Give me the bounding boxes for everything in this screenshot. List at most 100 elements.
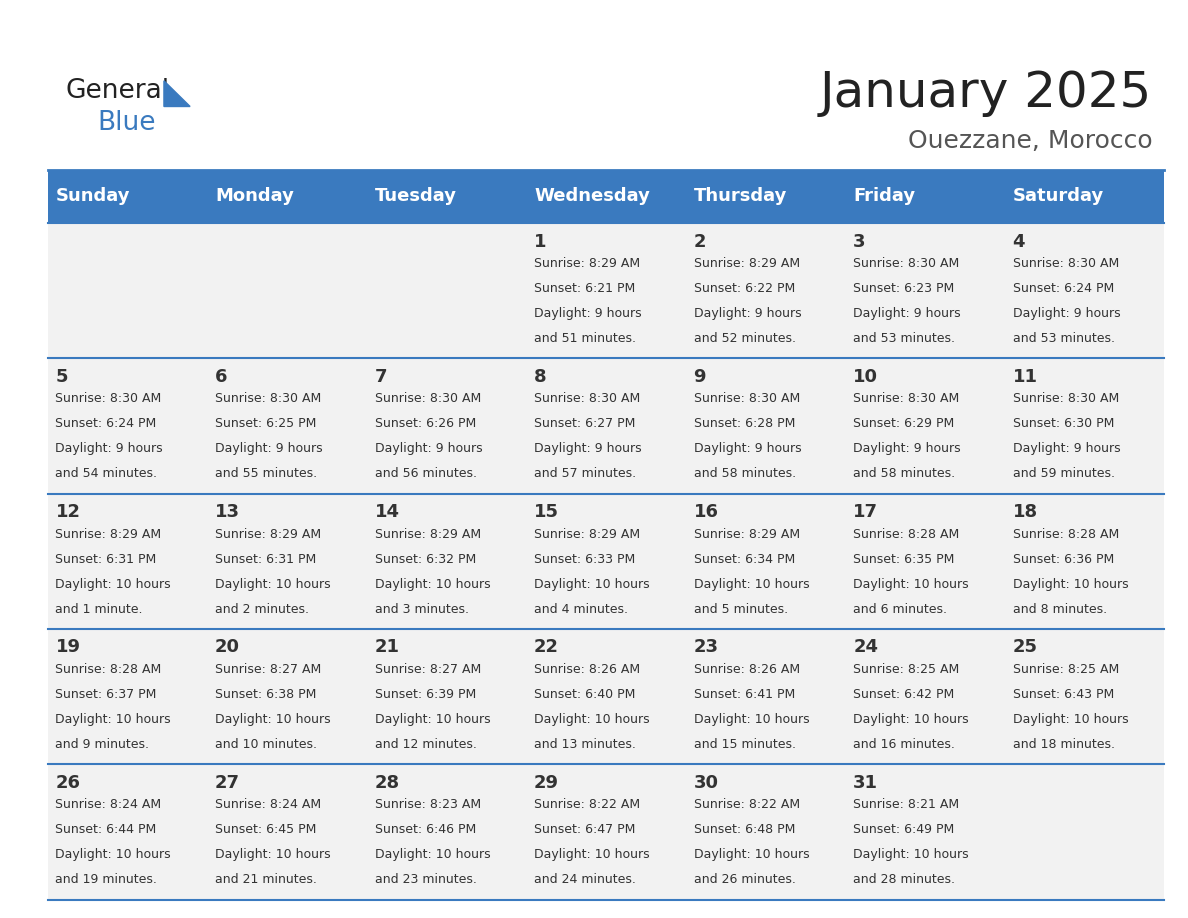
Text: Sunrise: 8:30 AM: Sunrise: 8:30 AM xyxy=(853,392,960,405)
Bar xyxy=(526,358,685,494)
Text: and 56 minutes.: and 56 minutes. xyxy=(374,467,476,480)
Text: Sunset: 6:45 PM: Sunset: 6:45 PM xyxy=(215,823,316,836)
Text: Sunrise: 8:22 AM: Sunrise: 8:22 AM xyxy=(535,798,640,812)
Text: 10: 10 xyxy=(853,368,878,386)
Bar xyxy=(845,494,1005,629)
Text: Daylight: 10 hours: Daylight: 10 hours xyxy=(1012,577,1129,590)
Text: 1: 1 xyxy=(535,232,546,251)
Bar xyxy=(367,765,526,900)
Text: Sunset: 6:34 PM: Sunset: 6:34 PM xyxy=(694,553,795,565)
Bar xyxy=(685,765,845,900)
Text: Monday: Monday xyxy=(215,187,293,206)
Text: Sunrise: 8:29 AM: Sunrise: 8:29 AM xyxy=(374,528,481,541)
Text: Sunrise: 8:29 AM: Sunrise: 8:29 AM xyxy=(56,528,162,541)
Text: Sunset: 6:48 PM: Sunset: 6:48 PM xyxy=(694,823,795,836)
Text: and 51 minutes.: and 51 minutes. xyxy=(535,332,636,345)
Text: Saturday: Saturday xyxy=(1012,187,1104,206)
Text: Sunset: 6:36 PM: Sunset: 6:36 PM xyxy=(1012,553,1114,565)
Text: Sunset: 6:31 PM: Sunset: 6:31 PM xyxy=(215,553,316,565)
Text: Sunset: 6:46 PM: Sunset: 6:46 PM xyxy=(374,823,476,836)
Text: and 23 minutes.: and 23 minutes. xyxy=(374,873,476,886)
Text: Sunset: 6:21 PM: Sunset: 6:21 PM xyxy=(535,282,636,295)
Bar xyxy=(48,170,207,223)
Text: Sunrise: 8:30 AM: Sunrise: 8:30 AM xyxy=(853,257,960,270)
Bar xyxy=(526,223,685,358)
Bar xyxy=(685,629,845,765)
Bar xyxy=(1005,223,1164,358)
Text: and 24 minutes.: and 24 minutes. xyxy=(535,873,636,886)
Text: Sunrise: 8:30 AM: Sunrise: 8:30 AM xyxy=(56,392,162,405)
Text: 28: 28 xyxy=(374,774,399,792)
Text: 19: 19 xyxy=(56,639,81,656)
Text: Sunset: 6:42 PM: Sunset: 6:42 PM xyxy=(853,688,954,700)
Text: Thursday: Thursday xyxy=(694,187,786,206)
Text: and 55 minutes.: and 55 minutes. xyxy=(215,467,317,480)
Bar xyxy=(685,358,845,494)
Bar xyxy=(526,170,685,223)
Text: Sunrise: 8:30 AM: Sunrise: 8:30 AM xyxy=(215,392,321,405)
Text: Sunrise: 8:30 AM: Sunrise: 8:30 AM xyxy=(374,392,481,405)
Text: and 58 minutes.: and 58 minutes. xyxy=(694,467,796,480)
Text: Sunset: 6:26 PM: Sunset: 6:26 PM xyxy=(374,418,476,431)
Text: and 57 minutes.: and 57 minutes. xyxy=(535,467,637,480)
Text: Sunset: 6:47 PM: Sunset: 6:47 PM xyxy=(535,823,636,836)
Text: 12: 12 xyxy=(56,503,81,521)
Text: Daylight: 10 hours: Daylight: 10 hours xyxy=(215,577,330,590)
Text: 18: 18 xyxy=(1012,503,1038,521)
Text: Daylight: 9 hours: Daylight: 9 hours xyxy=(853,307,961,320)
Text: Wednesday: Wednesday xyxy=(535,187,650,206)
Text: and 5 minutes.: and 5 minutes. xyxy=(694,602,788,616)
Text: Sunrise: 8:26 AM: Sunrise: 8:26 AM xyxy=(694,663,800,676)
Text: Sunrise: 8:28 AM: Sunrise: 8:28 AM xyxy=(1012,528,1119,541)
Text: and 54 minutes.: and 54 minutes. xyxy=(56,467,158,480)
Text: Daylight: 9 hours: Daylight: 9 hours xyxy=(1012,442,1120,455)
Text: and 6 minutes.: and 6 minutes. xyxy=(853,602,947,616)
Bar xyxy=(48,629,207,765)
Text: and 10 minutes.: and 10 minutes. xyxy=(215,738,317,751)
Text: Sunrise: 8:21 AM: Sunrise: 8:21 AM xyxy=(853,798,959,812)
Text: and 58 minutes.: and 58 minutes. xyxy=(853,467,955,480)
Text: Sunset: 6:43 PM: Sunset: 6:43 PM xyxy=(1012,688,1114,700)
Text: Sunrise: 8:29 AM: Sunrise: 8:29 AM xyxy=(694,257,800,270)
Text: 2: 2 xyxy=(694,232,706,251)
Bar xyxy=(1005,765,1164,900)
Text: Sunrise: 8:29 AM: Sunrise: 8:29 AM xyxy=(535,257,640,270)
Text: and 59 minutes.: and 59 minutes. xyxy=(1012,467,1114,480)
Text: Daylight: 10 hours: Daylight: 10 hours xyxy=(853,577,968,590)
Bar xyxy=(207,765,367,900)
Text: Sunday: Sunday xyxy=(56,187,129,206)
Bar xyxy=(367,629,526,765)
Text: Sunset: 6:40 PM: Sunset: 6:40 PM xyxy=(535,688,636,700)
Text: and 16 minutes.: and 16 minutes. xyxy=(853,738,955,751)
Text: Sunset: 6:37 PM: Sunset: 6:37 PM xyxy=(56,688,157,700)
Text: 4: 4 xyxy=(1012,232,1025,251)
Text: Daylight: 10 hours: Daylight: 10 hours xyxy=(853,848,968,861)
Text: Sunrise: 8:27 AM: Sunrise: 8:27 AM xyxy=(374,663,481,676)
Text: 9: 9 xyxy=(694,368,706,386)
Text: Daylight: 10 hours: Daylight: 10 hours xyxy=(215,848,330,861)
Text: 20: 20 xyxy=(215,639,240,656)
Text: 17: 17 xyxy=(853,503,878,521)
Text: Daylight: 9 hours: Daylight: 9 hours xyxy=(535,307,642,320)
Text: Sunset: 6:38 PM: Sunset: 6:38 PM xyxy=(215,688,316,700)
Text: Sunset: 6:30 PM: Sunset: 6:30 PM xyxy=(1012,418,1114,431)
Bar xyxy=(526,629,685,765)
Bar xyxy=(367,223,526,358)
Bar xyxy=(48,223,207,358)
Text: Sunrise: 8:30 AM: Sunrise: 8:30 AM xyxy=(694,392,800,405)
Text: Sunset: 6:24 PM: Sunset: 6:24 PM xyxy=(1012,282,1114,295)
Text: Daylight: 10 hours: Daylight: 10 hours xyxy=(374,848,491,861)
Text: Sunset: 6:33 PM: Sunset: 6:33 PM xyxy=(535,553,636,565)
Text: 11: 11 xyxy=(1012,368,1037,386)
Text: Blue: Blue xyxy=(97,110,156,136)
Bar xyxy=(207,223,367,358)
Text: Friday: Friday xyxy=(853,187,915,206)
Text: Sunrise: 8:22 AM: Sunrise: 8:22 AM xyxy=(694,798,800,812)
Text: and 4 minutes.: and 4 minutes. xyxy=(535,602,628,616)
Text: Daylight: 10 hours: Daylight: 10 hours xyxy=(1012,713,1129,726)
Bar xyxy=(207,629,367,765)
Text: Sunrise: 8:25 AM: Sunrise: 8:25 AM xyxy=(1012,663,1119,676)
Text: Daylight: 10 hours: Daylight: 10 hours xyxy=(56,848,171,861)
Text: and 18 minutes.: and 18 minutes. xyxy=(1012,738,1114,751)
Bar xyxy=(1005,629,1164,765)
